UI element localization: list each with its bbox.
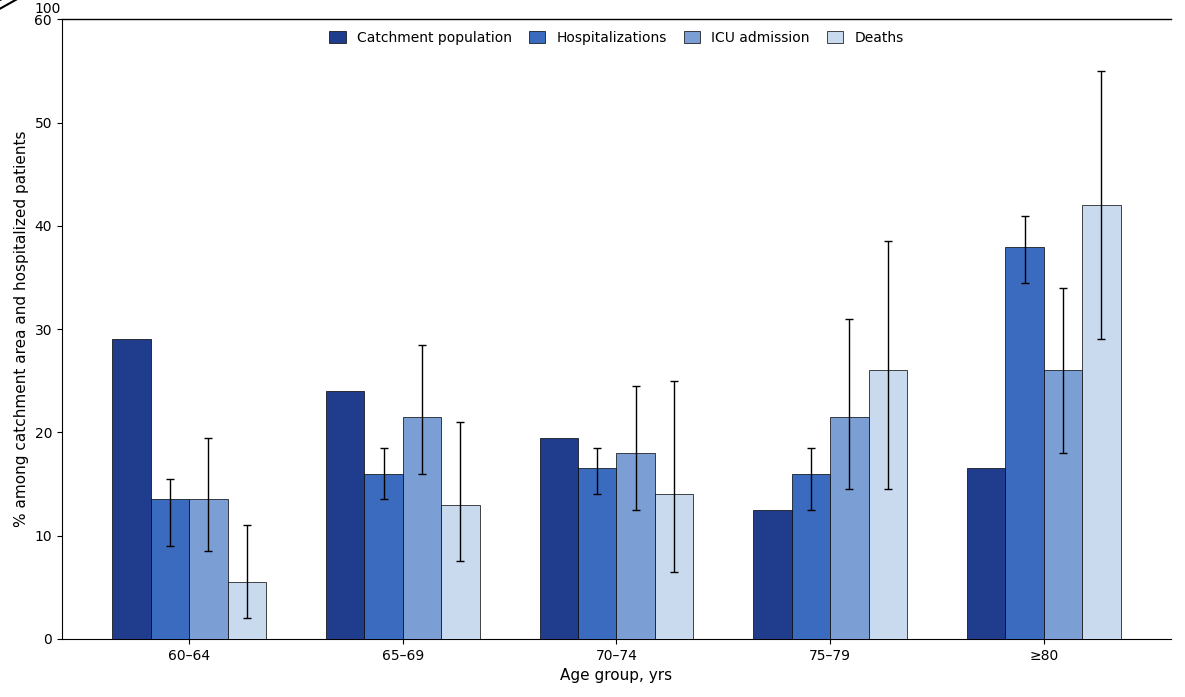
Bar: [150, 500, 190, 639]
Bar: [578, 468, 616, 639]
Bar: [441, 505, 480, 639]
Bar: [1005, 247, 1044, 639]
Y-axis label: % among catchment area and hospitalized patients: % among catchment area and hospitalized …: [14, 131, 28, 528]
Bar: [0, 0, 26, 21]
Bar: [754, 510, 792, 639]
Bar: [1044, 370, 1082, 639]
Bar: [967, 468, 1005, 639]
Bar: [228, 582, 267, 639]
Bar: [869, 370, 907, 639]
Bar: [831, 417, 869, 639]
Bar: [364, 474, 403, 639]
Bar: [403, 417, 441, 639]
Legend: Catchment population, Hospitalizations, ICU admission, Deaths: Catchment population, Hospitalizations, …: [325, 26, 908, 49]
Bar: [326, 391, 364, 639]
Bar: [190, 500, 228, 639]
Bar: [113, 339, 150, 639]
Bar: [655, 494, 693, 639]
X-axis label: Age group, yrs: Age group, yrs: [561, 668, 673, 683]
Bar: [539, 438, 578, 639]
Text: 100: 100: [34, 2, 60, 16]
Bar: [616, 453, 655, 639]
Bar: [792, 474, 831, 639]
Bar: [1082, 205, 1121, 639]
